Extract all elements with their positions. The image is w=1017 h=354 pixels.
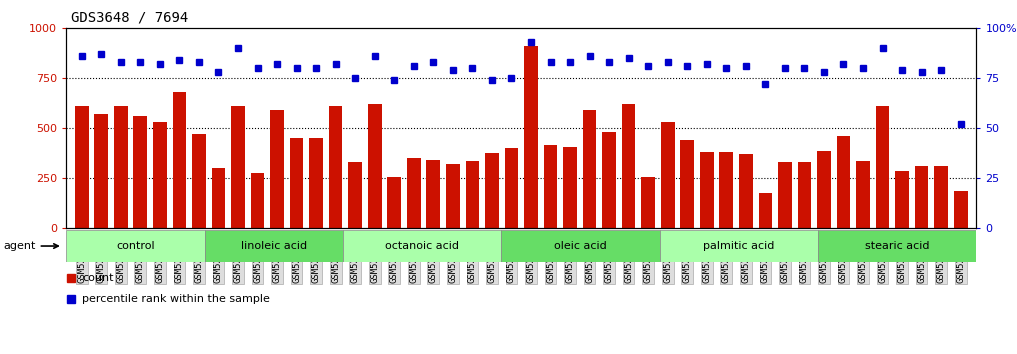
- Bar: [290, 138, 303, 228]
- Bar: [856, 161, 870, 228]
- Bar: [895, 171, 909, 228]
- Bar: [114, 106, 127, 228]
- Bar: [719, 152, 733, 228]
- Bar: [309, 138, 323, 228]
- Text: palmitic acid: palmitic acid: [703, 241, 775, 251]
- Text: agent: agent: [3, 241, 58, 251]
- Bar: [501, 230, 660, 262]
- Bar: [817, 151, 831, 228]
- Bar: [343, 230, 501, 262]
- Bar: [75, 106, 88, 228]
- Bar: [212, 169, 226, 228]
- Bar: [954, 191, 967, 228]
- Bar: [204, 230, 343, 262]
- Bar: [407, 158, 421, 228]
- Bar: [446, 164, 460, 228]
- Bar: [818, 230, 976, 262]
- Bar: [387, 177, 401, 228]
- Bar: [660, 230, 818, 262]
- Bar: [250, 173, 264, 228]
- Bar: [915, 166, 929, 228]
- Bar: [642, 177, 655, 228]
- Bar: [524, 46, 538, 228]
- Bar: [173, 92, 186, 228]
- Bar: [797, 162, 812, 228]
- Bar: [466, 161, 479, 228]
- Bar: [153, 122, 167, 228]
- Bar: [935, 166, 948, 228]
- Text: count: count: [82, 273, 114, 284]
- Bar: [661, 122, 674, 228]
- Text: linoleic acid: linoleic acid: [241, 241, 307, 251]
- Text: control: control: [116, 241, 155, 251]
- Bar: [192, 134, 205, 228]
- Text: GDS3648 / 7694: GDS3648 / 7694: [71, 11, 188, 25]
- Bar: [778, 162, 792, 228]
- Bar: [739, 154, 753, 228]
- Bar: [602, 132, 616, 228]
- Bar: [876, 106, 890, 228]
- Bar: [837, 136, 850, 228]
- Bar: [544, 145, 557, 228]
- Bar: [621, 104, 636, 228]
- Bar: [231, 106, 245, 228]
- Text: percentile rank within the sample: percentile rank within the sample: [82, 293, 271, 304]
- Bar: [680, 140, 694, 228]
- Bar: [66, 230, 204, 262]
- Bar: [700, 152, 714, 228]
- Bar: [133, 116, 147, 228]
- Bar: [504, 148, 519, 228]
- Bar: [349, 162, 362, 228]
- Bar: [95, 114, 108, 228]
- Bar: [426, 160, 440, 228]
- Text: octanoic acid: octanoic acid: [385, 241, 460, 251]
- Bar: [485, 153, 498, 228]
- Text: oleic acid: oleic acid: [554, 241, 607, 251]
- Text: stearic acid: stearic acid: [864, 241, 930, 251]
- Bar: [368, 104, 381, 228]
- Bar: [563, 147, 577, 228]
- Bar: [271, 110, 284, 228]
- Bar: [328, 106, 343, 228]
- Bar: [759, 193, 772, 228]
- Bar: [583, 110, 596, 228]
